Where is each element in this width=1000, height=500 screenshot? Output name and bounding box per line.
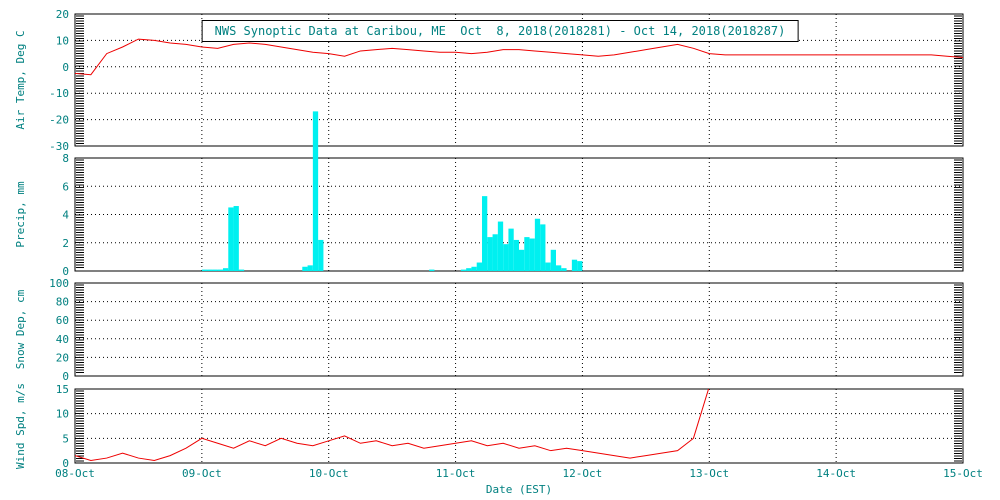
precip-bar xyxy=(318,239,324,271)
y-tick-label: -30 xyxy=(49,140,69,153)
precip-bar xyxy=(492,234,498,271)
y-tick-label: 20 xyxy=(56,351,69,364)
x-tick-label: 10-Oct xyxy=(309,467,349,480)
precip-bar xyxy=(223,268,229,271)
precip-bar xyxy=(540,224,546,271)
y-tick-label: 5 xyxy=(62,432,69,445)
wind-speed-line xyxy=(75,389,710,462)
y-axis-label: Precip, mm xyxy=(14,181,27,248)
x-tick-label: 15-Oct xyxy=(943,467,983,480)
precip-bar xyxy=(466,268,472,271)
y-tick-label: 80 xyxy=(56,296,69,309)
y-tick-label: 0 xyxy=(62,370,69,383)
precip-bar xyxy=(312,111,319,271)
y-tick-label: 10 xyxy=(56,408,69,421)
air-temp-line xyxy=(75,38,963,76)
y-tick-label: 60 xyxy=(56,314,69,327)
y-axis-label: Air Temp, Deg C xyxy=(14,30,27,129)
y-tick-label: 2 xyxy=(62,237,69,250)
precip-bar xyxy=(529,238,535,271)
x-tick-label: 08-Oct xyxy=(55,467,95,480)
panel-frame xyxy=(74,282,964,377)
y-tick-label: 10 xyxy=(56,34,69,47)
precip-bar xyxy=(556,265,562,271)
precip-bar xyxy=(513,239,519,271)
air-temp-series xyxy=(75,38,963,76)
x-tick-label: 13-Oct xyxy=(689,467,729,480)
precip-bar xyxy=(217,269,223,271)
precip-bar xyxy=(524,237,530,271)
precip-bar xyxy=(561,268,567,271)
y-tick-label: 20 xyxy=(56,8,69,21)
wind-speed-series xyxy=(75,389,710,462)
precip-bar xyxy=(201,269,208,271)
y-tick-label: 6 xyxy=(62,180,69,193)
panel-air-temp: -30 -20 -10 0 10 20 Air Temp, Deg C xyxy=(14,8,964,153)
precip-bar xyxy=(471,266,477,271)
x-axis-label: Date (EST) xyxy=(485,483,553,496)
y-tick-label: 4 xyxy=(62,209,69,222)
precip-bar xyxy=(212,269,218,271)
precip-bar xyxy=(508,228,514,271)
x-tick-label: 09-Oct xyxy=(182,467,222,480)
precip-bar xyxy=(302,266,308,271)
panel-precip: 0 2 4 6 8 Precip, mm xyxy=(14,152,964,278)
y-tick-label: 15 xyxy=(56,383,69,396)
x-tick-label: 14-Oct xyxy=(816,467,856,480)
precip-bar xyxy=(307,265,313,271)
chart-title: NWS Synoptic Data at Caribou, ME Oct 8, … xyxy=(201,20,799,42)
precip-bars xyxy=(201,111,583,271)
y-tick-label: 0 xyxy=(62,265,69,278)
y-tick-label: 0 xyxy=(62,61,69,74)
precip-bar xyxy=(228,207,234,271)
precip-bar xyxy=(545,262,551,271)
panel-frame xyxy=(74,13,964,147)
x-tick-label: 12-Oct xyxy=(563,467,603,480)
precip-bar xyxy=(207,269,213,271)
precip-bar xyxy=(550,249,556,271)
precip-bar xyxy=(476,262,482,271)
precip-bar xyxy=(571,259,578,271)
precip-bar xyxy=(233,206,239,271)
x-tick-label: 11-Oct xyxy=(436,467,476,480)
precip-bar xyxy=(487,237,493,271)
precip-bar xyxy=(503,244,509,271)
y-axis-label: Snow Dep, cm xyxy=(14,289,27,369)
y-tick-label: -20 xyxy=(49,114,69,127)
precip-bar xyxy=(429,269,435,271)
precip-bar xyxy=(238,269,245,271)
panel-frame xyxy=(74,388,964,464)
precip-bar xyxy=(577,261,583,271)
y-tick-label: 8 xyxy=(62,152,69,165)
precip-bar xyxy=(497,221,504,271)
precip-bar xyxy=(482,196,488,271)
precip-bar xyxy=(519,249,525,271)
panel-wind-speed: 0 5 10 15 Wind Spd, m/s xyxy=(14,383,964,470)
y-tick-label: 0 xyxy=(62,457,69,470)
y-tick-label: -10 xyxy=(49,87,69,100)
precip-bar xyxy=(460,269,467,271)
y-axis-label: Wind Spd, m/s xyxy=(14,383,27,469)
y-tick-label: 40 xyxy=(56,333,69,346)
precip-bar xyxy=(534,218,541,271)
panel-snow-depth: 0 20 40 60 80 100 Snow Dep, cm xyxy=(14,277,964,383)
y-tick-label: 100 xyxy=(49,277,69,290)
